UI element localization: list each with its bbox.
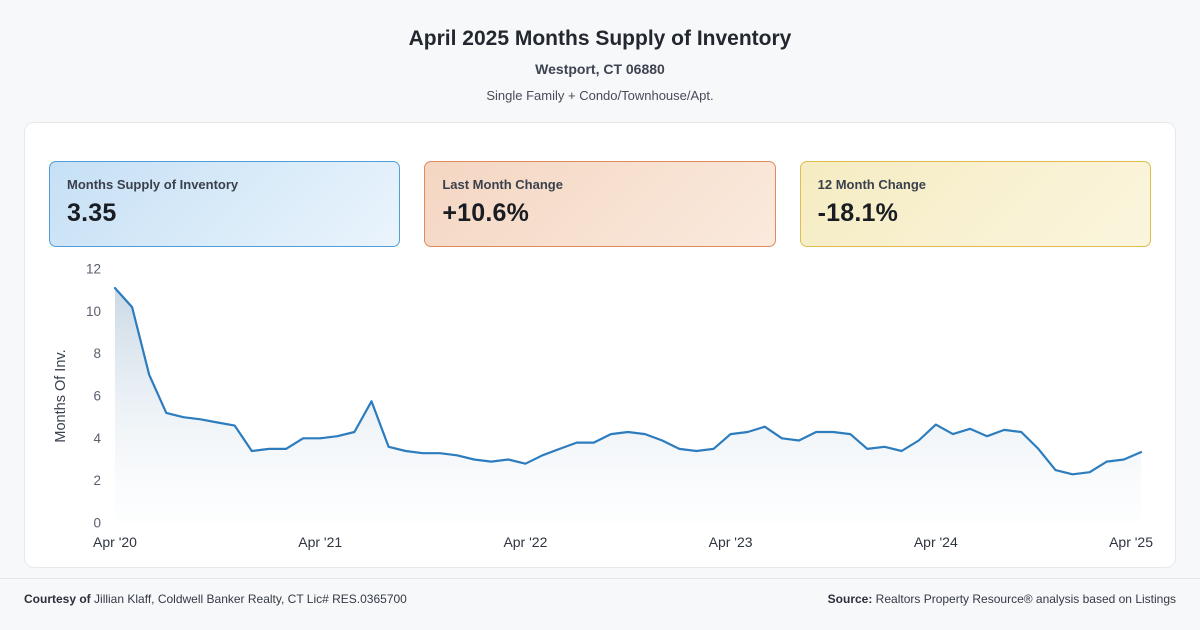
y-tick-label: 6 bbox=[93, 389, 101, 404]
x-tick-label: Apr '24 bbox=[914, 534, 958, 550]
source-value: Realtors Property Resource® analysis bas… bbox=[872, 592, 1176, 606]
source-label: Source: bbox=[827, 592, 873, 606]
stat-label: Months Supply of Inventory bbox=[67, 177, 239, 192]
stat-value: +10.6% bbox=[442, 199, 530, 227]
y-tick-label: 2 bbox=[93, 473, 101, 488]
stat-value: 3.35 bbox=[67, 199, 117, 227]
x-tick-label: Apr '22 bbox=[503, 534, 547, 550]
stat-card-12-month-change: 12 Month Change -18.1% bbox=[799, 161, 1151, 247]
area-fill bbox=[115, 288, 1141, 523]
property-type-line: Single Family + Condo/Townhouse/Apt. bbox=[486, 88, 714, 104]
location-subtitle: Westport, CT 06880 bbox=[535, 61, 665, 78]
y-tick-label: 8 bbox=[93, 346, 101, 361]
report-footer: Courtesy of Jillian Klaff, Coldwell Bank… bbox=[0, 578, 1200, 630]
y-axis: 0 2 4 6 8 10 12 bbox=[86, 262, 102, 531]
page: April 2025 Months Supply of Inventory We… bbox=[0, 0, 1200, 606]
y-tick-label: 12 bbox=[86, 262, 101, 277]
source-text: Source: Realtors Property Resource® anal… bbox=[828, 592, 1176, 606]
x-tick-label: Apr '25 bbox=[1109, 534, 1153, 550]
stat-card-last-month-change: Last Month Change +10.6% bbox=[424, 161, 776, 247]
trend-line bbox=[113, 287, 1143, 476]
courtesy-label: Courtesy of bbox=[24, 592, 91, 606]
stat-label: 12 Month Change bbox=[817, 177, 926, 192]
y-tick-label: 4 bbox=[93, 431, 101, 446]
page-title: April 2025 Months Supply of Inventory bbox=[408, 27, 792, 50]
y-tick-label: 10 bbox=[86, 304, 101, 319]
report-header: April 2025 Months Supply of Inventory We… bbox=[0, 0, 1200, 103]
stat-cards-row: Months Supply of Inventory 3.35 Last Mon… bbox=[49, 161, 1151, 247]
x-tick-label: Apr '20 bbox=[93, 534, 137, 550]
x-tick-label: Apr '23 bbox=[709, 534, 753, 550]
x-tick-label: Apr '21 bbox=[298, 534, 342, 550]
y-tick-label: 0 bbox=[93, 516, 101, 531]
stat-card-months-supply: Months Supply of Inventory 3.35 bbox=[49, 161, 401, 247]
stat-label: Last Month Change bbox=[442, 177, 563, 192]
x-axis: Apr '20 Apr '21 Apr '22 Apr '23 Apr '24 Apr '… bbox=[93, 534, 1153, 550]
chart-area: 0 2 4 6 8 10 12 Apr '20 Apr '21 Apr '22 Apr '23 Apr… bbox=[49, 261, 1153, 557]
y-axis-label: Months Of Inv. bbox=[53, 349, 69, 442]
chart-card: Months Supply of Inventory 3.35 Last Mon… bbox=[24, 122, 1176, 568]
courtesy-text: Courtesy of Jillian Klaff, Coldwell Bank… bbox=[24, 592, 407, 606]
stat-value: -18.1% bbox=[817, 199, 899, 227]
courtesy-value: Jillian Klaff, Coldwell Banker Realty, C… bbox=[90, 592, 407, 606]
